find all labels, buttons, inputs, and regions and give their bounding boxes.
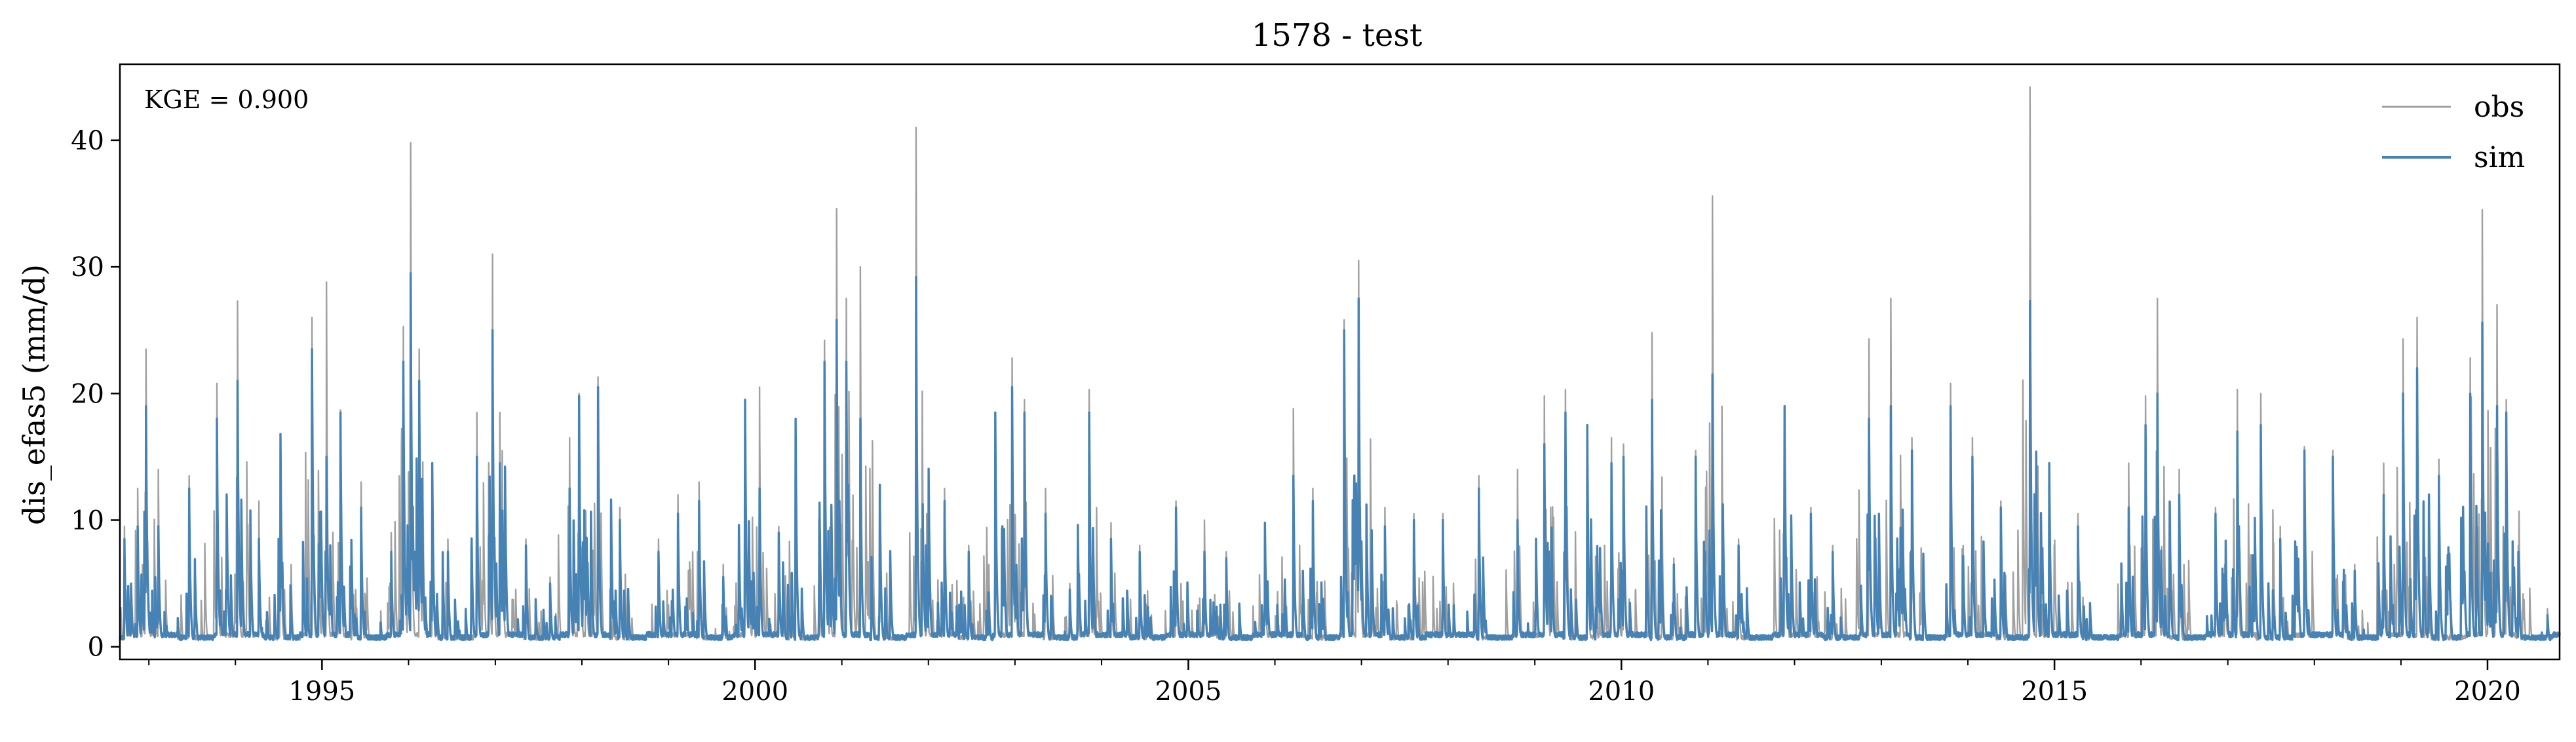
x-tick-label: 2015 — [2021, 676, 2088, 707]
x-tick-label: 2000 — [721, 676, 788, 707]
y-axis-label: dis_efas5 (mm/d) — [16, 264, 52, 525]
x-axis: 1995 2000 2005 2010 2015 2020 — [148, 659, 2521, 707]
x-tick-label: 1995 — [288, 676, 355, 707]
chart-title: 1578 - test — [1252, 17, 1423, 54]
y-tick-label: 0 — [88, 633, 104, 663]
legend-label-sim: sim — [2474, 141, 2525, 174]
x-tick-label: 2010 — [1588, 676, 1655, 707]
plot-series — [119, 86, 2561, 642]
y-tick-label: 40 — [71, 126, 104, 156]
series-line-sim — [119, 272, 2561, 642]
x-tick-label: 2005 — [1155, 676, 1222, 707]
legend: obs sim — [2382, 90, 2525, 174]
plot-frame — [119, 63, 2561, 661]
kge-annotation: KGE = 0.900 — [144, 85, 309, 114]
legend-label-obs: obs — [2474, 90, 2524, 124]
y-tick-label: 10 — [71, 505, 104, 536]
y-tick-label: 20 — [71, 379, 104, 409]
y-tick-label: 30 — [71, 252, 104, 283]
y-axis: 0 10 20 30 40 — [71, 126, 120, 663]
x-tick-label: 2020 — [2454, 676, 2521, 707]
